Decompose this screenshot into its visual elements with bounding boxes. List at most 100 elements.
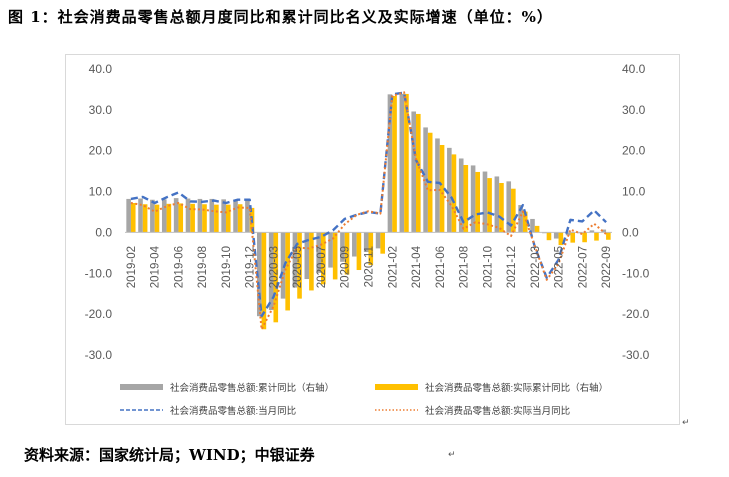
x-tick-label: 2019-08	[197, 246, 209, 288]
bar-nominal-ytd	[601, 229, 607, 233]
line-layer	[130, 91, 607, 331]
bar-nominal-ytd	[185, 198, 191, 233]
bar-nominal-ytd	[518, 205, 523, 233]
bar-real-ytd	[344, 232, 350, 275]
bar-nominal-ytd	[268, 232, 274, 311]
left-y-tick-label: 0.0	[95, 225, 112, 239]
x-tick-label: 2019-10	[221, 246, 233, 288]
left-y-tick-label: 10.0	[89, 185, 113, 199]
x-tick-label: 2020-05	[292, 246, 304, 288]
bar-nominal-ytd	[482, 171, 488, 233]
bar-real-ytd	[439, 144, 445, 233]
bar-real-ytd	[511, 188, 516, 233]
bar-real-ytd	[178, 203, 184, 233]
left-y-tick-label: -10.0	[85, 266, 113, 280]
x-tick-label: 2022-09	[601, 246, 613, 288]
left-y-tick-label: -30.0	[85, 348, 113, 362]
bar-nominal-ytd	[352, 232, 357, 257]
bar-real-ytd	[451, 154, 457, 233]
bar-nominal-ytd	[126, 198, 131, 233]
bar-nominal-ytd	[447, 147, 452, 233]
bar-nominal-ytd	[316, 232, 321, 273]
bar-nominal-ytd	[458, 158, 464, 233]
bar-nominal-ytd	[256, 232, 262, 317]
bar-nominal-ytd	[292, 232, 298, 288]
paragraph-mark: ↵	[682, 418, 690, 428]
bar-nominal-ytd	[233, 199, 238, 233]
bar-real-ytd	[392, 95, 397, 233]
bar-real-ytd	[582, 232, 587, 243]
right-y-tick-label: 20.0	[622, 144, 646, 158]
bar-nominal-ytd	[506, 181, 512, 233]
x-tick-label: 2021-02	[387, 246, 399, 288]
bar-nominal-ytd	[209, 198, 215, 233]
bar-real-ytd	[534, 225, 540, 233]
bar-nominal-ytd	[530, 218, 535, 233]
chart-frame	[65, 54, 680, 425]
legend-label: 社会消费品零售总额:实际累计同比（右轴）	[425, 382, 608, 394]
bar-real-ytd	[309, 232, 314, 291]
bar-layer	[126, 93, 611, 330]
bar-real-ytd	[404, 93, 409, 233]
bar-nominal-ytd	[399, 93, 405, 233]
bar-real-ytd	[332, 232, 338, 280]
bar-nominal-ytd	[150, 199, 155, 233]
legend-swatch	[120, 384, 163, 390]
x-tick-label: 2021-12	[506, 246, 518, 288]
x-axis-tick-labels: 2019-02 2019-04 2019-06 2019-08 2019-10 2019-…	[126, 245, 613, 288]
bar-real-ytd	[320, 232, 326, 285]
legend-label: 社会消费品零售总额:累计同比（右轴）	[170, 382, 334, 394]
x-tick-label: 2020-07	[316, 246, 328, 288]
right-y-tick-label: 0.0	[622, 225, 639, 239]
bar-nominal-ytd	[161, 199, 167, 233]
bar-real-ytd	[285, 232, 290, 311]
x-tick-label: 2021-08	[459, 246, 471, 288]
source-note: 资料来源：国家统计局；WIND；中银证券	[24, 446, 315, 464]
left-y-tick-label: 30.0	[89, 103, 113, 117]
legend: 社会消费品零售总额:累计同比（右轴） 社会消费品零售总额:实际累计同比（右轴） 社会…	[120, 382, 608, 417]
bar-nominal-ytd	[197, 198, 203, 233]
bar-nominal-ytd	[435, 138, 440, 233]
bar-real-ytd	[190, 203, 195, 233]
paragraph-mark: ↵	[448, 450, 456, 460]
bar-real-ytd	[368, 232, 374, 266]
bar-real-ytd	[522, 211, 528, 233]
bar-real-ytd	[214, 204, 219, 233]
bar-real-ytd	[225, 204, 231, 233]
figure-title: 图 1：社会消费品零售总额月度同比和累计同比名义及实际增速（单位：%）	[8, 8, 553, 26]
bar-real-ytd	[202, 204, 207, 233]
bar-real-ytd	[166, 203, 172, 233]
right-y-tick-label: 40.0	[622, 62, 646, 76]
bar-real-ytd	[499, 182, 504, 233]
bar-real-ytd	[416, 113, 421, 233]
bar-real-ytd	[273, 232, 279, 323]
right-y-tick-label: -10.0	[622, 266, 650, 280]
x-tick-label: 2020-03	[268, 246, 280, 288]
bar-nominal-ytd	[494, 176, 500, 233]
x-tick-label: 2022-05	[554, 246, 566, 288]
x-tick-label: 2019-02	[126, 246, 138, 288]
left-y-tick-label: 20.0	[89, 144, 113, 158]
bar-nominal-ytd	[565, 232, 571, 236]
x-tick-label: 2021-10	[482, 246, 494, 288]
legend-label: 社会消费品零售总额:实际当月同比	[425, 405, 570, 417]
bar-real-ytd	[237, 204, 243, 233]
bar-real-ytd	[154, 204, 160, 233]
x-tick-label: 2022-07	[577, 246, 589, 288]
bar-nominal-ytd	[245, 199, 250, 233]
bar-nominal-ytd	[280, 232, 286, 299]
right-y-tick-label: -30.0	[622, 348, 650, 362]
bar-real-ytd	[356, 232, 362, 271]
bar-nominal-ytd	[173, 198, 179, 233]
bar-real-ytd	[475, 171, 481, 233]
right-y-tick-label: 10.0	[622, 185, 646, 199]
bar-nominal-ytd	[304, 232, 310, 280]
bar-nominal-ytd	[387, 94, 393, 233]
x-tick-label: 2019-12	[245, 246, 257, 288]
bar-nominal-ytd	[363, 232, 369, 253]
right-axis-tick-labels: 40.0 30.0 20.0 10.0 0.0 -10.0 -20.0 -30.0	[622, 62, 650, 362]
x-tick-label: 2020-09	[340, 246, 352, 288]
x-tick-label: 2021-04	[411, 245, 423, 288]
left-y-tick-label: 40.0	[89, 62, 113, 76]
